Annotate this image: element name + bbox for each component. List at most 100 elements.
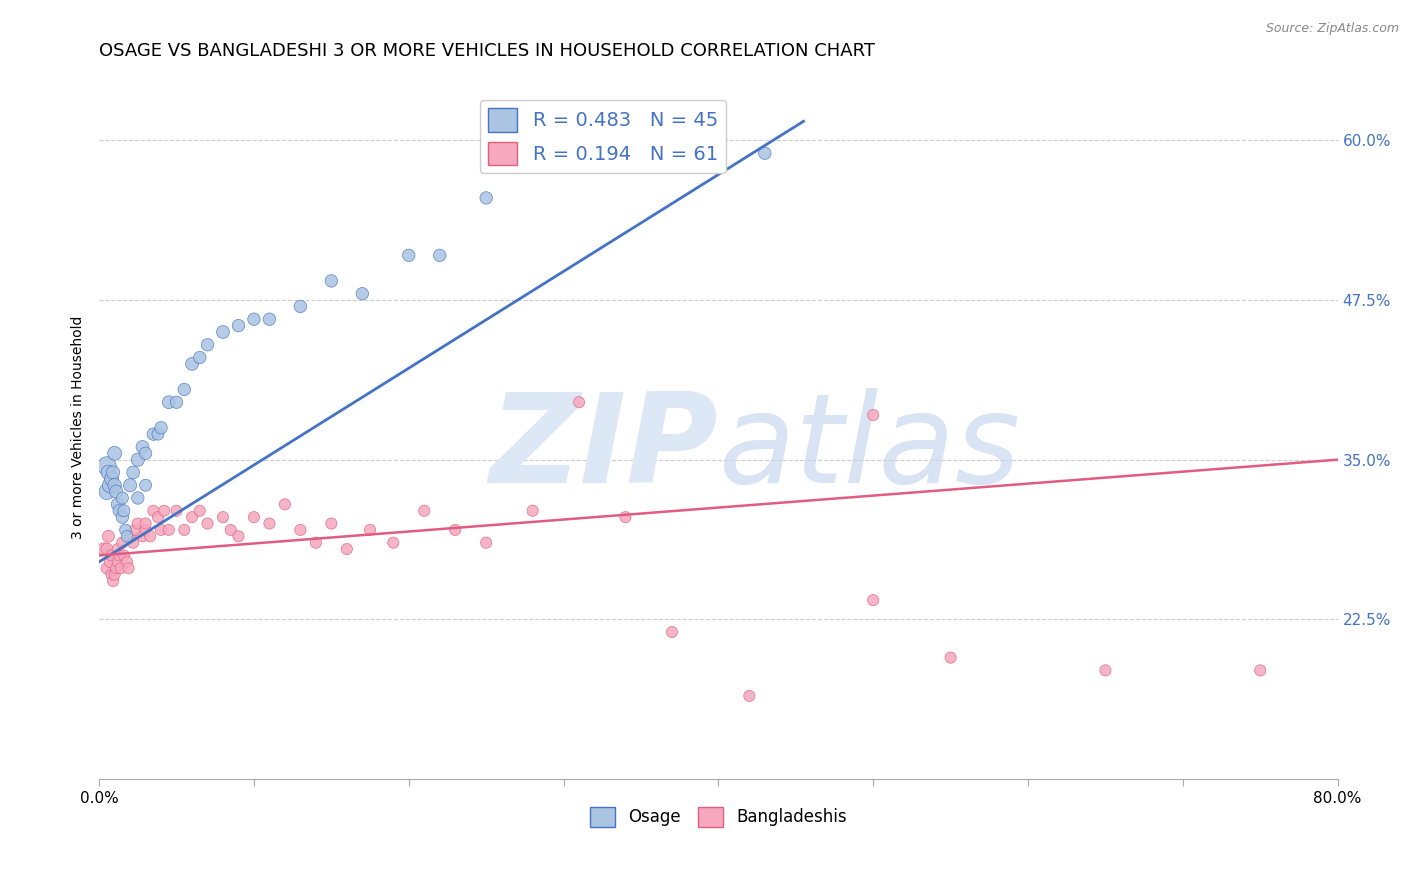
Point [553, 159, 575, 173]
Point [135, 516, 157, 531]
Point [568, 395, 591, 409]
Point [290, 300, 312, 314]
Point [243, 312, 266, 326]
Point [98, 555, 121, 569]
Point [97, 529, 120, 543]
Point [111, 491, 134, 505]
Text: ZIP: ZIP [489, 388, 718, 509]
Point [98, 478, 121, 492]
Point [522, 504, 544, 518]
Point [352, 286, 374, 301]
Point [105, 484, 128, 499]
Point [166, 504, 188, 518]
Point [614, 510, 637, 524]
Point [96, 458, 118, 473]
Point [112, 504, 135, 518]
Point [101, 466, 124, 480]
Point [243, 510, 266, 524]
Point [475, 191, 498, 205]
Point [127, 452, 149, 467]
Point [197, 516, 219, 531]
Point [150, 421, 173, 435]
Point [139, 529, 162, 543]
Point [112, 549, 135, 563]
Point [110, 561, 132, 575]
Point [96, 484, 118, 499]
Point [197, 337, 219, 351]
Point [135, 446, 157, 460]
Point [939, 650, 962, 665]
Point [661, 625, 683, 640]
Point [444, 523, 467, 537]
Point [146, 427, 169, 442]
Point [1249, 664, 1271, 678]
Point [115, 555, 138, 569]
Point [382, 535, 405, 549]
Point [127, 491, 149, 505]
Point [188, 351, 211, 365]
Point [117, 561, 139, 575]
Point [153, 504, 176, 518]
Point [100, 472, 122, 486]
Point [188, 504, 211, 518]
Point [475, 535, 498, 549]
Point [862, 408, 884, 422]
Point [111, 510, 134, 524]
Point [114, 523, 136, 537]
Point [100, 549, 122, 563]
Text: atlas: atlas [718, 388, 1021, 509]
Point [107, 555, 129, 569]
Point [127, 516, 149, 531]
Point [173, 383, 195, 397]
Point [212, 510, 235, 524]
Point [100, 567, 122, 582]
Point [120, 478, 142, 492]
Point [107, 542, 129, 557]
Point [104, 567, 127, 582]
Point [166, 395, 188, 409]
Point [219, 523, 242, 537]
Point [93, 542, 115, 557]
Point [212, 325, 235, 339]
Point [142, 427, 165, 442]
Point [359, 523, 381, 537]
Point [738, 689, 761, 703]
Point [413, 504, 436, 518]
Text: OSAGE VS BANGLADESHI 3 OR MORE VEHICLES IN HOUSEHOLD CORRELATION CHART: OSAGE VS BANGLADESHI 3 OR MORE VEHICLES … [100, 42, 875, 60]
Point [146, 510, 169, 524]
Point [96, 542, 118, 557]
Point [131, 440, 153, 454]
Point [754, 146, 776, 161]
Point [290, 523, 312, 537]
Point [122, 466, 145, 480]
Point [124, 523, 146, 537]
Point [115, 529, 138, 543]
Text: Source: ZipAtlas.com: Source: ZipAtlas.com [1265, 22, 1399, 36]
Point [108, 504, 131, 518]
Point [398, 248, 420, 262]
Point [107, 497, 129, 511]
Y-axis label: 3 or more Vehicles in Household: 3 or more Vehicles in Household [72, 316, 86, 540]
Point [97, 466, 120, 480]
Legend: Osage, Bangladeshis: Osage, Bangladeshis [583, 800, 853, 834]
Point [157, 395, 180, 409]
Point [259, 312, 281, 326]
Point [101, 574, 124, 588]
Point [274, 497, 297, 511]
Point [181, 357, 204, 371]
Point [150, 523, 173, 537]
Point [336, 542, 359, 557]
Point [122, 535, 145, 549]
Point [181, 510, 204, 524]
Point [429, 248, 451, 262]
Point [862, 593, 884, 607]
Point [259, 516, 281, 531]
Point [173, 523, 195, 537]
Point [105, 561, 128, 575]
Point [228, 318, 250, 333]
Point [228, 529, 250, 543]
Point [104, 446, 127, 460]
Point [630, 140, 652, 154]
Point [135, 523, 157, 537]
Point [120, 529, 142, 543]
